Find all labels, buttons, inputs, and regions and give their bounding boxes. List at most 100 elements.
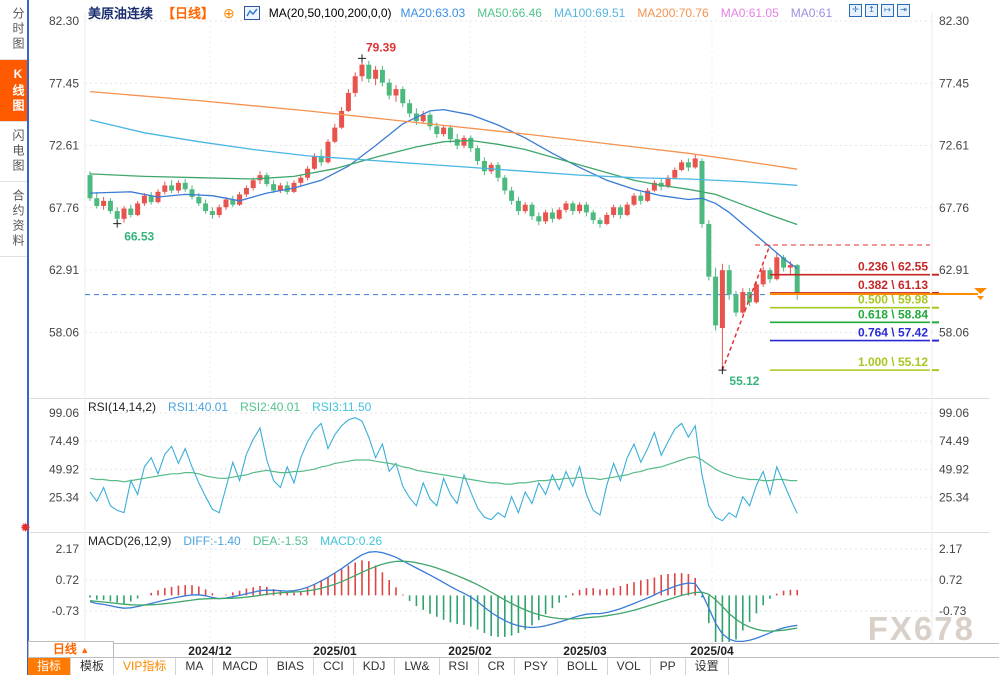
candle-body [359, 64, 365, 77]
x-axis-label: 2025/04 [690, 644, 734, 658]
candle-body [107, 200, 113, 212]
candle-body [386, 82, 392, 96]
indicator-button-MACD[interactable]: MACD [213, 658, 268, 675]
candle-body [128, 208, 134, 215]
indicator-button-LW&[interactable]: LW& [395, 658, 440, 675]
candle-body [345, 92, 351, 111]
indicator-button-设置[interactable]: 设置 [686, 658, 729, 675]
candle-body [706, 223, 712, 277]
candle-body [679, 162, 685, 171]
indicator-button-PSY[interactable]: PSY [515, 658, 558, 675]
candle-body [182, 182, 188, 190]
candle-body [189, 189, 195, 197]
y-axis-label: 2.17 [56, 542, 80, 556]
macd-dea-line [89, 560, 798, 632]
crosshair-icon[interactable]: ✛ [849, 4, 862, 17]
candle-body [495, 164, 501, 178]
rsi-title: RSI(14,14,2) [88, 400, 157, 414]
sidebar-tab-K线图[interactable]: K线图 [0, 60, 27, 122]
x-axis-label: 2025/03 [563, 644, 607, 658]
candle-body [590, 212, 596, 221]
fib-level-label: 0.618 \ 58.84 [858, 307, 928, 321]
chevron-up-icon: ▲ [80, 645, 90, 655]
price-annotation: 55.12 [729, 374, 759, 388]
candle-body [583, 204, 589, 213]
indicator-button-PP[interactable]: PP [651, 658, 686, 675]
price-annotation: 79.39 [366, 40, 396, 54]
y-axis-label: 99.06 [49, 406, 79, 420]
candle-body [733, 294, 739, 313]
candle-body [740, 292, 746, 313]
fib-level-label: 0.500 \ 59.98 [858, 293, 928, 307]
ma-line-ma200 [89, 90, 798, 170]
candle-body [420, 114, 426, 122]
candle-body [481, 161, 487, 172]
y-axis-label: 67.76 [49, 201, 79, 215]
candle-body [427, 114, 433, 127]
candle-body [685, 162, 691, 168]
pop-out-icon[interactable]: ⇥ [897, 4, 910, 17]
candle-body [209, 211, 215, 215]
sidebar-tab-闪电图[interactable]: 闪电图 [0, 122, 27, 182]
candle-body [298, 177, 304, 183]
y-axis-label: 58.06 [49, 325, 79, 339]
indicator-button-MA[interactable]: MA [176, 658, 214, 675]
period-selector-label: 日线 [52, 642, 77, 656]
candle-body [441, 127, 447, 135]
scale-up-icon[interactable]: ↥ [865, 4, 878, 17]
candle-body [87, 175, 93, 199]
price-annotation: 66.53 [124, 230, 154, 244]
candle-body [556, 209, 562, 219]
indicator-button-KDJ[interactable]: KDJ [354, 658, 396, 675]
candle-body [434, 126, 440, 135]
ma-values: MA20:63.03 MA50:66.46 MA100:69.51 MA200:70.… [401, 6, 833, 20]
y-axis-label: 0.72 [56, 573, 80, 587]
candle-body [617, 207, 623, 215]
indicator-value: DEA:-1.53 [252, 534, 309, 548]
hot-indicator-icon[interactable]: ✹ [20, 520, 31, 535]
candle-body [760, 270, 766, 285]
candle-body [672, 170, 678, 178]
candle-body [461, 137, 467, 146]
price-arrow-icon [977, 295, 984, 300]
indicator-button-BIAS[interactable]: BIAS [268, 658, 315, 675]
candle-body [781, 257, 787, 268]
candle-body [665, 177, 671, 187]
period-tag[interactable]: 【日线】 [162, 6, 215, 21]
toolbar-tab-VIP指标[interactable]: VIP指标 [114, 658, 177, 675]
candle-body [162, 185, 168, 192]
indicator-button-BOLL[interactable]: BOLL [558, 658, 608, 675]
scale-right-icon[interactable]: ↦ [881, 4, 894, 17]
candle-body [393, 89, 399, 96]
indicator-button-CCI[interactable]: CCI [314, 658, 354, 675]
toolbar-tab-指标[interactable]: 指标 [28, 658, 72, 675]
sidebar-tab-合约资料[interactable]: 合约资料 [0, 182, 27, 257]
toolbar-tab-模板[interactable]: 模板 [71, 658, 115, 675]
indicator-button-RSI[interactable]: RSI [440, 658, 479, 675]
indicator-button-VOL[interactable]: VOL [608, 658, 651, 675]
candle-body [325, 141, 331, 163]
candle-body [488, 164, 494, 172]
candle-body [529, 204, 535, 217]
chart-type-icon[interactable] [243, 5, 260, 20]
candle-body [352, 76, 358, 93]
candle-body [563, 203, 569, 210]
price-marker-cross [358, 54, 366, 63]
add-indicator-icon[interactable]: ⊕ [223, 4, 235, 21]
candle-body [570, 203, 576, 212]
y-axis-label: -0.73 [939, 604, 967, 618]
indicator-button-CR[interactable]: CR [479, 658, 515, 675]
indicator-value: RSI1:40.01 [168, 400, 229, 414]
indicator-value: DIFF:-1.40 [183, 534, 241, 548]
sidebar-tab-分时图[interactable]: 分时图 [0, 0, 27, 60]
ma-value: MA50:66.46 [477, 5, 542, 20]
candle-body [114, 211, 120, 219]
y-axis-label: 82.30 [49, 14, 79, 28]
y-axis-label: -0.73 [52, 604, 80, 618]
chart-header: 美原油连续 【日线】 ⊕ MA(20,50,100,200,0,0) MA20:6… [88, 3, 832, 22]
candle-body [277, 185, 283, 191]
period-selector-button[interactable]: 日线 ▲ [28, 641, 114, 658]
y-axis-label: 72.61 [49, 138, 79, 152]
indicator-value: RSI3:11.50 [312, 400, 372, 414]
